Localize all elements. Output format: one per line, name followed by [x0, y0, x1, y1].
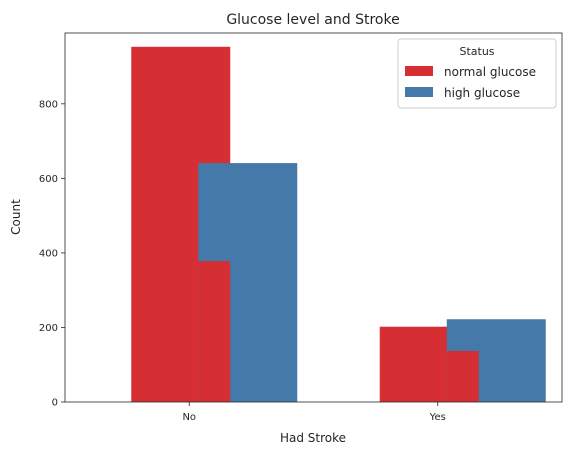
x-axis: No Yes	[182, 402, 446, 423]
legend-swatch-normal-glucose	[405, 66, 433, 76]
legend: Status normal glucose high glucose	[397, 38, 557, 109]
y-axis-label: Count	[9, 199, 23, 235]
y-tick-label: 800	[39, 99, 58, 110]
legend-title: Status	[459, 45, 494, 58]
y-tick-label: 0	[52, 398, 58, 409]
y-tick-label: 600	[39, 174, 58, 185]
bar-overlap-normal-glucose-yes	[446, 350, 479, 402]
bar-overlap-normal-glucose-no	[198, 261, 231, 402]
bars-group	[131, 46, 546, 403]
chart-title: Glucose level and Stroke	[226, 12, 399, 28]
legend-label-normal-glucose: normal glucose	[444, 65, 536, 79]
x-tick-label-no: No	[182, 412, 196, 423]
legend-label-high-glucose: high glucose	[444, 86, 520, 100]
y-tick-label: 200	[39, 323, 58, 334]
legend-swatch-high-glucose	[405, 87, 433, 97]
plot-frame	[64, 32, 563, 403]
x-axis-label: Had Stroke	[280, 431, 346, 445]
x-tick-label-yes: Yes	[429, 412, 446, 423]
y-tick-label: 400	[39, 248, 58, 259]
y-axis: 0 200 400 600 800	[39, 99, 65, 409]
legend-frame	[397, 38, 557, 109]
